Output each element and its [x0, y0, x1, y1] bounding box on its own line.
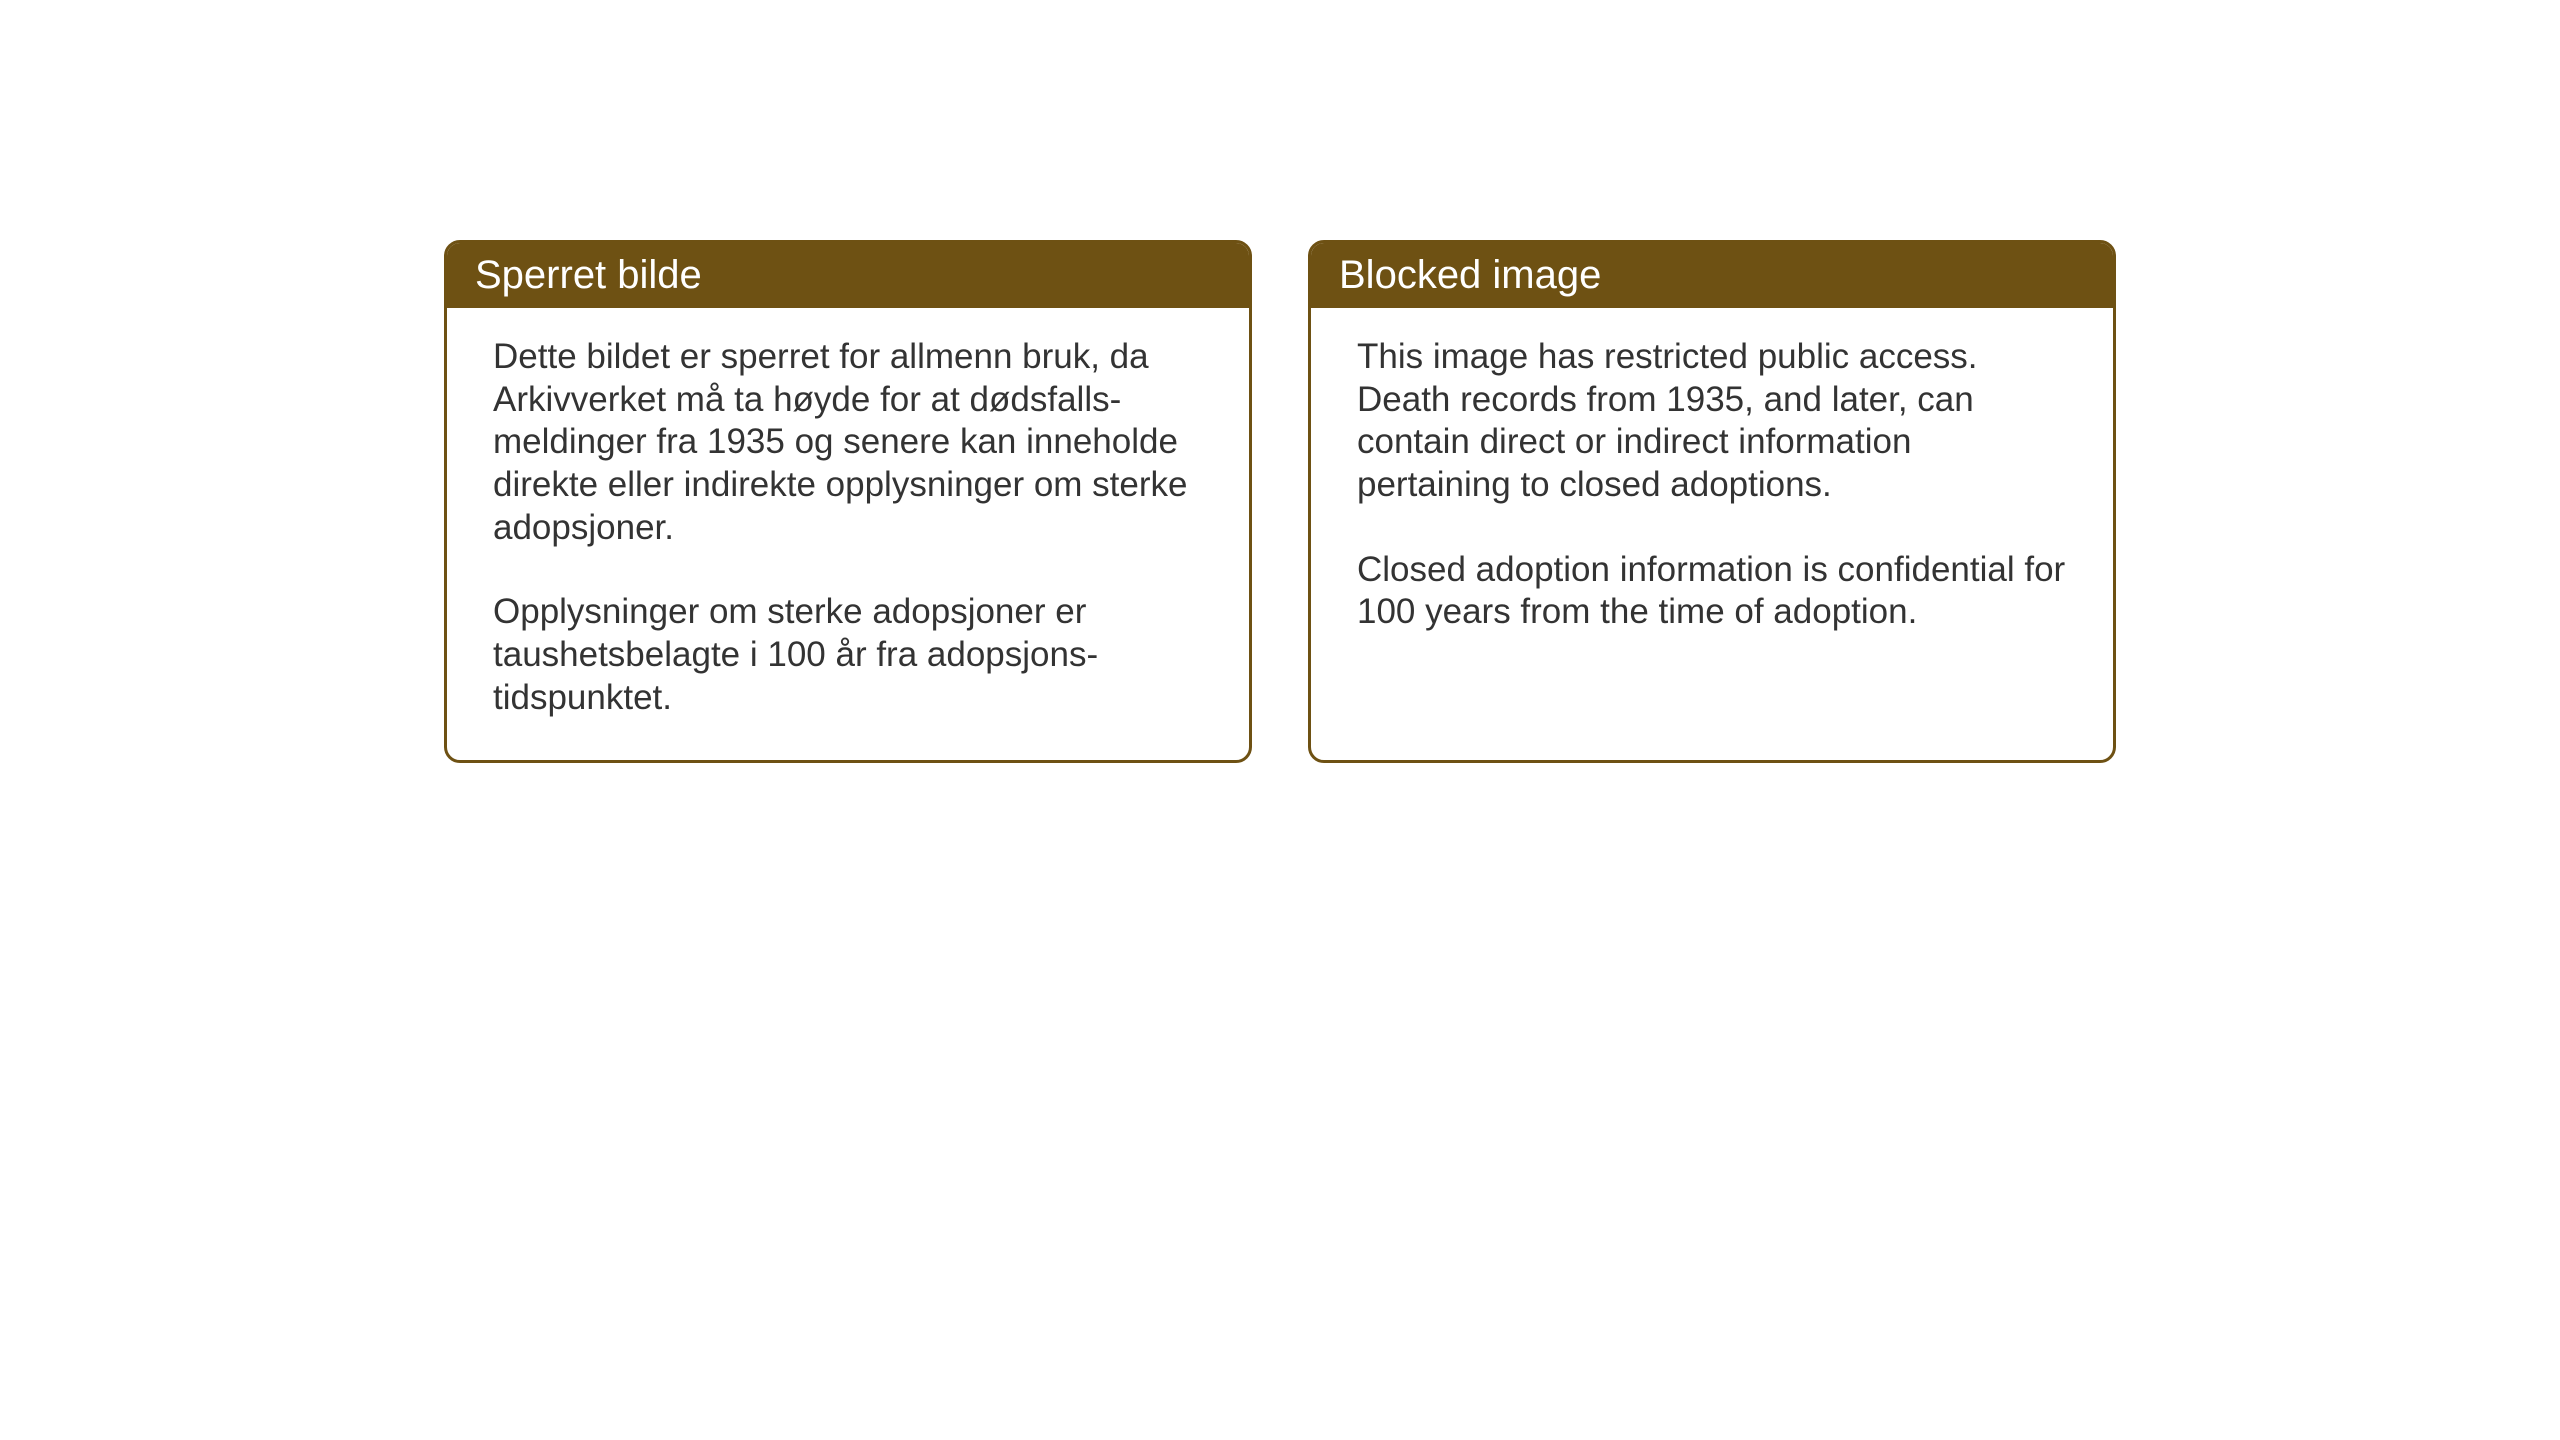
notice-paragraph: Dette bildet er sperret for allmenn bruk…	[493, 336, 1203, 549]
card-header-norwegian: Sperret bilde	[447, 243, 1249, 308]
notice-paragraph: Opplysninger om sterke adopsjoner er tau…	[493, 591, 1203, 719]
notice-card-norwegian: Sperret bilde Dette bildet er sperret fo…	[444, 240, 1252, 763]
notice-paragraph: Closed adoption information is confident…	[1357, 549, 2067, 634]
notice-cards-container: Sperret bilde Dette bildet er sperret fo…	[444, 240, 2116, 763]
notice-paragraph: This image has restricted public access.…	[1357, 336, 2067, 507]
notice-card-english: Blocked image This image has restricted …	[1308, 240, 2116, 763]
card-header-english: Blocked image	[1311, 243, 2113, 308]
card-body-norwegian: Dette bildet er sperret for allmenn bruk…	[447, 308, 1249, 760]
card-title: Sperret bilde	[475, 253, 702, 297]
card-title: Blocked image	[1339, 253, 1601, 297]
card-body-english: This image has restricted public access.…	[1311, 308, 2113, 748]
